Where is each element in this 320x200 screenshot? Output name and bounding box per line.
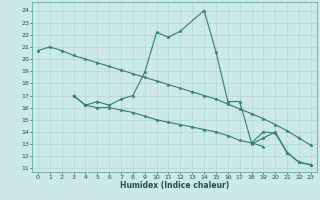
X-axis label: Humidex (Indice chaleur): Humidex (Indice chaleur) [120,181,229,190]
